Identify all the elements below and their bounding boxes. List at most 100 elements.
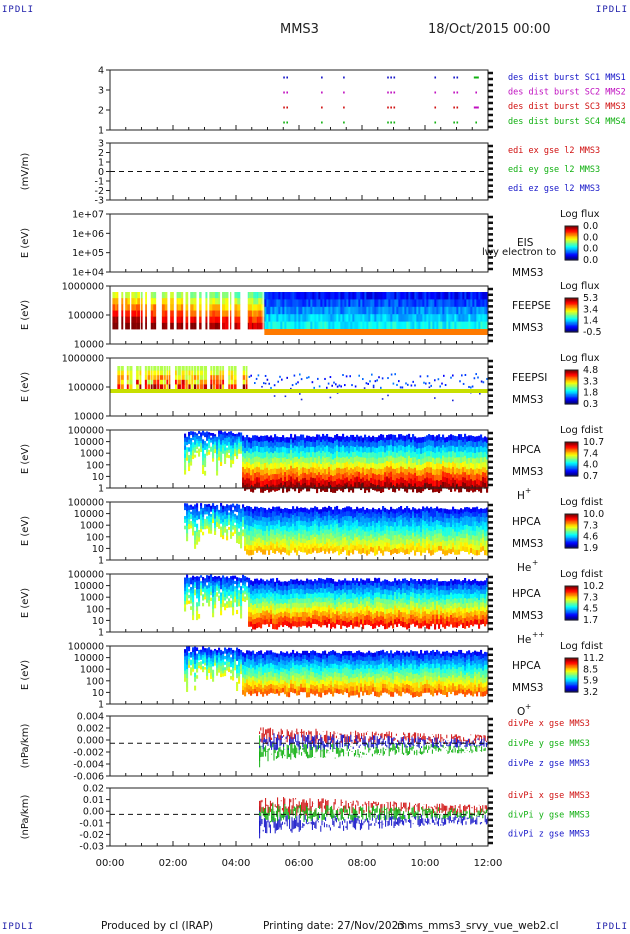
spectrogram-cell: [258, 310, 262, 318]
spectrogram-cell: [412, 445, 415, 452]
ytick-label-burst: 2: [98, 106, 104, 117]
spectrogram-cell: [208, 443, 211, 446]
spectrogram-cell: [478, 531, 481, 537]
spectrogram-cell: [336, 510, 339, 516]
spectrogram-cell: [216, 524, 219, 528]
spectrogram-cell: [352, 434, 355, 442]
spectrogram-cell: [456, 446, 459, 453]
spectrogram-cell: [432, 540, 435, 546]
spectrogram-cell: [404, 549, 407, 555]
ytick-label-burst: 3: [98, 86, 104, 97]
spectrogram-cell: [368, 486, 371, 493]
spectrogram-cell: [398, 529, 401, 536]
spectrogram-cell: [188, 435, 191, 441]
spectrogram-cell: [250, 448, 253, 455]
spectrogram-cell: [320, 442, 323, 449]
spectrogram-cell: [366, 447, 369, 454]
spectrogram-cell: [129, 370, 133, 376]
spectrogram-cell: [192, 434, 195, 438]
spectrogram-cell: [200, 432, 203, 436]
spectrogram-cell: [274, 306, 277, 315]
spectrogram-cell: [212, 447, 215, 451]
spectrogram-cell: [442, 526, 445, 532]
spectrogram-cell: [482, 476, 485, 483]
spectrogram-cell: [354, 472, 357, 478]
spectrogram-cell: [222, 508, 225, 513]
spectrogram-cell: [452, 547, 455, 553]
spectrogram-cell: [458, 463, 461, 470]
spectrogram-cell: [422, 511, 425, 517]
spectrogram-cell: [120, 379, 124, 385]
spectrogram-cell: [428, 456, 431, 463]
spectrogram-cell: [396, 447, 399, 454]
spectrogram-cell: [226, 576, 229, 581]
spectrogram-cell: [336, 467, 339, 474]
spectrogram-cell: [404, 521, 407, 527]
spectrogram-cell: [426, 510, 429, 516]
burst-mark-mms1: [387, 76, 389, 79]
spectrogram-cell: [426, 528, 429, 533]
spectrogram-cell: [432, 440, 435, 447]
spectrogram-cell: [286, 464, 289, 471]
spectrogram-cell: [280, 437, 283, 443]
spectrogram-cell: [390, 530, 393, 537]
spectrogram-cell: [209, 322, 213, 330]
spectrogram-cell: [330, 447, 333, 454]
spectrogram-cell: [372, 473, 375, 480]
spectrogram-cell: [342, 433, 345, 441]
spectrogram-cell: [406, 469, 409, 476]
spectrogram-cell: [214, 579, 217, 583]
spectrogram-cell: [202, 582, 205, 587]
spectrogram-cell: [342, 485, 345, 493]
spectrogram-cell: [177, 379, 181, 385]
spectrogram-cell: [462, 321, 465, 330]
spectrogram-cell: [476, 530, 479, 537]
spectrogram-cell: [278, 292, 281, 300]
spectrogram-cell: [438, 314, 441, 322]
spectrogram-cell: [346, 520, 349, 527]
spectrogram-cell: [254, 440, 257, 447]
spectrogram-cell: [252, 624, 255, 630]
spectrogram-cell: [464, 444, 467, 451]
spectrogram-cell: [466, 299, 469, 308]
spectrogram-cell: [356, 439, 359, 446]
colorbar-tick-feepse: 5.3: [583, 293, 598, 304]
spectrogram-cell: [245, 379, 248, 385]
spectrogram-cell: [464, 299, 467, 308]
spectrogram-cell: [254, 519, 257, 525]
spectrogram-cell: [202, 464, 205, 470]
spectrogram-cell: [184, 516, 187, 520]
spectrogram-cell: [181, 375, 185, 381]
spectrogram-cell: [426, 545, 429, 551]
spectrogram-cell: [300, 299, 303, 308]
burst-mark-mms3: [456, 106, 459, 109]
spectrogram-cell: [340, 299, 343, 308]
colorbar-swatch-feepsi: [565, 374, 578, 377]
spectrogram-cell: [147, 366, 151, 371]
spectrogram-cell: [272, 292, 275, 300]
spectrogram-cell: [484, 536, 487, 542]
spectrogram-cell: [198, 593, 201, 598]
colorbar-swatch-eis: [565, 257, 578, 260]
spectrogram-cell: [194, 434, 197, 438]
ytick-label-edi: -2: [95, 186, 104, 197]
spectrogram-cell: [468, 480, 471, 487]
spectrogram-cell: [426, 321, 429, 330]
spectrogram-cell: [336, 456, 339, 463]
spectrogram-cell: [344, 452, 347, 459]
spectrogram-cell: [484, 477, 487, 484]
spectrogram-cell: [472, 452, 475, 459]
spectrogram-cell: [368, 292, 371, 300]
spectrogram-cell: [432, 486, 435, 493]
spectrogram-cell: [192, 506, 195, 510]
spectrogram-cell: [190, 523, 193, 527]
spectrogram-cell: [452, 435, 455, 441]
spectrogram-cell: [378, 520, 381, 526]
spectrogram-cell: [250, 485, 253, 492]
spectrogram-cell: [360, 473, 363, 480]
spectrogram-cell: [214, 585, 217, 590]
spectrogram-cell: [230, 441, 233, 447]
spectrogram-cell: [282, 292, 285, 300]
spectrogram-cell: [394, 543, 397, 549]
spectrogram-cell: [225, 304, 229, 311]
